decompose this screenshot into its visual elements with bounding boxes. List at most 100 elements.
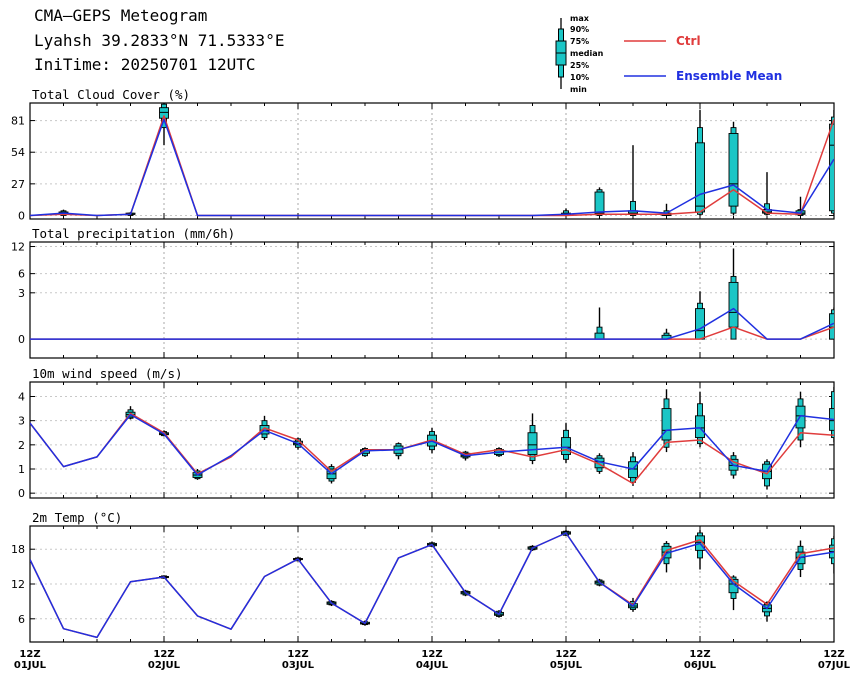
x-tick-label-hour: 12Z [689,649,710,660]
x-tick-label-hour: 12Z [153,649,174,660]
y-tick-label: 12 [11,241,25,254]
y-tick-label: 0 [18,333,25,346]
series-ctrl-line [30,412,834,485]
series-mean-line [30,532,834,639]
y-tick-label: 1 [18,463,25,476]
legend: max 90% 75% median 25% 10% min Ctrl Ensemble Mea… [555,14,782,94]
series-group [30,115,834,217]
y-tick-label: 6 [18,613,25,626]
box-inner [728,281,739,328]
boxes [58,103,834,216]
boxes [159,530,834,626]
series-group [30,532,834,639]
panel-2: Total precipitation (mm/6h) 0 3 6 12 [11,226,835,359]
box-plot [695,291,705,340]
panel-1: Total Cloud Cover (%) 0 27 54 81 [11,87,835,222]
x-tick-label-hour: 12Z [823,649,844,660]
init-time: IniTime: 20250701 12UTC [34,55,256,74]
box-plot [795,391,806,448]
panel-title: Total precipitation (mm/6h) [32,226,235,241]
x-tick-label-date: 07JUL [818,660,851,671]
y-tick-label: 0 [18,209,25,222]
series-group [30,412,834,485]
panel-4: 2m Temp (°C) 6 12 18 [11,510,835,643]
box-plot [829,386,834,443]
panel-title: Total Cloud Cover (%) [32,87,190,102]
legend-label-max: max [570,14,590,23]
legend-label-min: min [570,85,587,94]
panels: Total Cloud Cover (%) 0 27 54 81 Total precip… [11,87,835,643]
box-plot [829,307,834,340]
panel-title: 2m Temp (°C) [32,510,122,525]
y-tick-label: 2 [18,439,25,452]
box-inner [594,191,605,215]
y-tick-label: 3 [18,287,25,300]
y-tick-label: 0 [18,487,25,500]
y-tick-label: 6 [18,268,25,281]
legend-label-p75: 75% [570,37,589,46]
box-plot [594,187,605,216]
boxes [125,386,834,490]
legend-label-p90: 90% [570,25,589,34]
station-location: Lyahsh 39.2833°N 71.5333°E [34,31,285,50]
x-tick-label-hour: 12Z [19,649,40,660]
box-inner [829,313,834,340]
legend-ctrl-label: Ctrl [676,34,701,48]
box-plot [695,391,705,448]
series-group [30,307,834,340]
y-tick-label: 3 [18,415,25,428]
box-inner [661,408,672,441]
box-inner [561,437,571,455]
box-inner [695,308,705,340]
y-tick-label: 27 [11,178,25,191]
y-tick-label: 54 [11,146,25,159]
box-plot [695,110,705,216]
boxes [594,248,834,340]
box-inner [728,578,739,594]
series-mean-line [30,307,834,340]
y-tick-label: 12 [11,578,25,591]
legend-mean-label: Ensemble Mean [676,69,782,83]
x-tick-label-date: 06JUL [684,660,717,671]
x-tick-label-hour: 12Z [421,649,442,660]
legend-label-median: median [570,49,604,58]
y-tick-label: 4 [18,391,25,404]
series-mean-line [30,413,834,476]
box-plot [695,530,705,570]
chart-title: CMA—GEPS Meteogram [34,6,208,25]
x-tick-label-date: 03JUL [282,660,315,671]
box-inner [527,432,538,455]
box-inner [594,332,605,340]
box-plot [561,423,571,463]
legend-label-p10: 10% [570,73,589,82]
x-tick-label-date: 02JUL [148,660,181,671]
x-tick-label-date: 05JUL [550,660,583,671]
panel-title: 10m wind speed (m/s) [32,366,183,381]
box-inner [695,415,705,439]
x-tick-label-date: 01JUL [14,660,47,671]
box-plot [594,307,605,340]
box-plot [527,413,538,465]
box-inner [695,142,705,213]
series-ctrl-line [30,115,834,217]
box-plot [661,389,672,453]
y-tick-label: 18 [11,543,25,556]
box-plot [829,110,834,216]
box-inner [728,133,739,207]
box-plot [628,145,638,216]
x-tick-label-date: 04JUL [416,660,449,671]
x-tick-label-hour: 12Z [287,649,308,660]
panel-3: 10m wind speed (m/s) 0 1 2 3 4 [18,366,835,500]
x-axis: 12Z01JUL12Z02JUL12Z03JUL12Z04JUL12Z05JUL… [14,649,851,671]
series-mean-line [30,118,834,217]
box-plot [728,121,739,216]
y-tick-label: 81 [11,115,25,128]
box-plot [829,535,834,574]
x-tick-label-hour: 12Z [555,649,576,660]
panel-frame [29,241,835,359]
box-outer [630,200,636,216]
box-plot [728,248,739,340]
box-inner [829,123,834,212]
legend-label-p25: 25% [570,61,589,70]
